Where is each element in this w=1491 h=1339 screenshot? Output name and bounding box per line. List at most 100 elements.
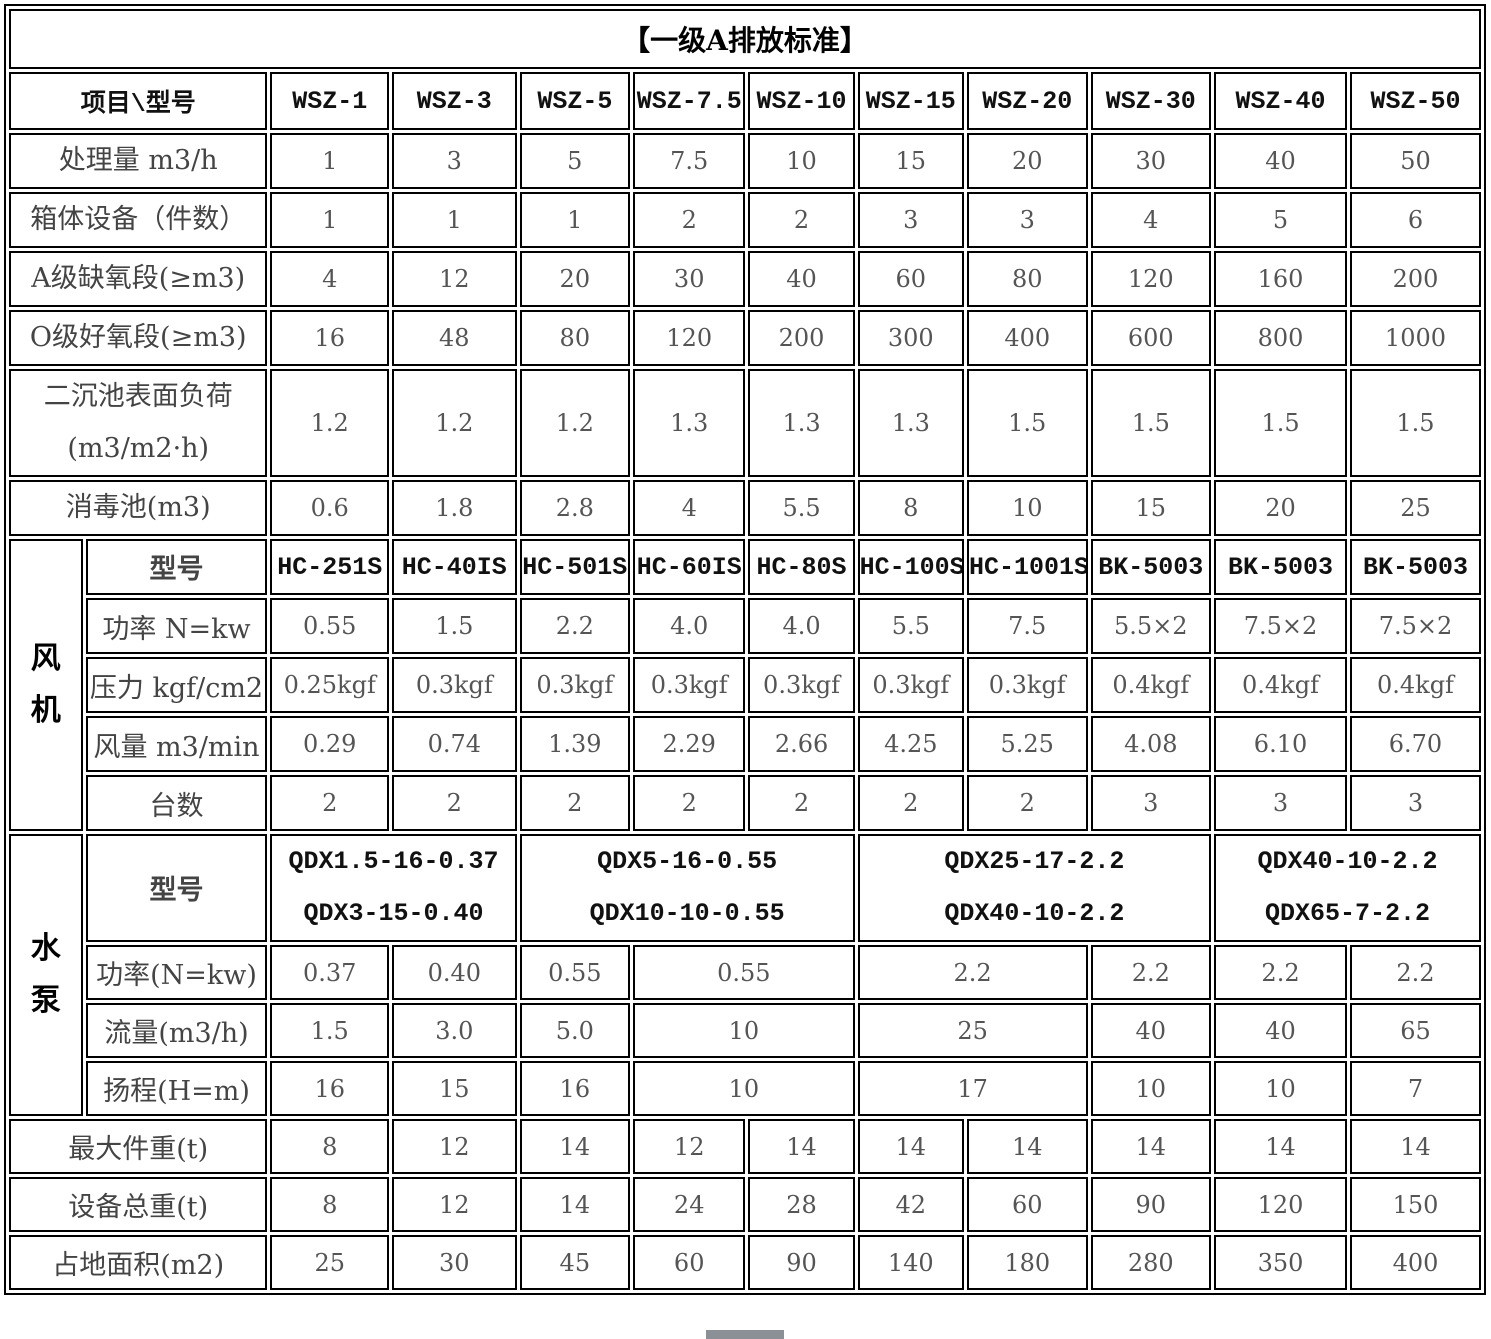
cell-value: 14: [857, 1119, 964, 1174]
cell-value: 48: [391, 310, 517, 366]
cell-value: 10: [748, 133, 855, 189]
cell-value: 4: [1090, 192, 1212, 248]
cell-value: 50: [1349, 133, 1481, 189]
cell-value: 7.5×2: [1349, 598, 1481, 654]
cell-value: 20: [966, 133, 1088, 189]
cell-value: 0.3kgf: [748, 657, 855, 713]
cell-value: 7.5: [633, 133, 746, 189]
cell-value: 350: [1214, 1235, 1347, 1290]
cell-value: 7.5: [966, 598, 1088, 654]
cell-value: 3: [857, 192, 964, 248]
table-row: 水泵型号 QDX1.5-16-0.37 QDX3-15-0.40 QDX5-16-0.…: [9, 834, 1481, 1116]
row-label: 箱体设备（件数）: [9, 192, 268, 248]
table-title: 【一级A排放标准】: [9, 9, 1481, 69]
table-row: 【一级A排放标准】: [9, 9, 1481, 69]
cell-value: 1000: [1349, 310, 1481, 366]
cell-value: 3: [1349, 775, 1481, 831]
cell-value: 1: [519, 192, 630, 248]
cell-value: 2: [270, 775, 389, 831]
cell-value: 2: [391, 775, 517, 831]
cell-line: 箱体设备（件数）: [30, 204, 247, 235]
cell-value: HC-251S: [270, 539, 389, 595]
cell-value: 5: [519, 133, 630, 189]
cell-value: 80: [966, 251, 1088, 307]
row-label: 型号: [85, 834, 268, 942]
cell-value: 0.37: [270, 945, 389, 1000]
cell-value: 400: [1349, 1235, 1481, 1290]
model-header: WSZ-15: [857, 72, 964, 130]
row-label: O级好氧段(≥m3): [9, 310, 268, 366]
cell-value: 4: [633, 480, 746, 536]
cell-value: 120: [633, 310, 746, 366]
cell-value: 0.40: [391, 945, 517, 1000]
row-label: A级缺氧段(≥m3): [9, 251, 268, 307]
cell-value: HC-40IS: [391, 539, 517, 595]
cell-value: 3: [391, 133, 517, 189]
model-header: WSZ-7.5: [633, 72, 746, 130]
cell-value: 0.4kgf: [1214, 657, 1347, 713]
cell-value: 280: [1090, 1235, 1212, 1290]
cell-value: 14: [519, 1177, 630, 1232]
cell-value: 65: [1349, 1003, 1481, 1058]
cell-value: 16: [519, 1061, 630, 1116]
cell-value: 2: [633, 192, 746, 248]
cell-value: 1.5: [1349, 369, 1481, 477]
cell-value: 400: [966, 310, 1088, 366]
table-row: 箱体设备（件数） 1 1 1 2 2 3 3 4 5 6: [9, 192, 1481, 248]
cell-line: O级好氧段(≥m3): [29, 322, 247, 353]
pump-model: QDX40-10-2.2 QDX65-7-2.2: [1214, 834, 1481, 942]
cell-value: 0.4kgf: [1349, 657, 1481, 713]
cell-value: 15: [1090, 480, 1212, 536]
cell-value: 30: [633, 251, 746, 307]
cell-value: 1: [270, 133, 389, 189]
pump-model: QDX25-17-2.2 QDX40-10-2.2: [857, 834, 1212, 942]
cell-value: 2: [748, 775, 855, 831]
cell-value: 2: [519, 775, 630, 831]
cell-line: 风: [30, 641, 61, 676]
cell-value: 0.3kgf: [391, 657, 517, 713]
cell-line: 二沉池表面负荷: [43, 381, 233, 412]
cell-value: 0.4kgf: [1090, 657, 1212, 713]
cell-value: 1.5: [1090, 369, 1212, 477]
row-label: 功率(N=kw): [85, 945, 268, 1000]
cell-value: 3: [1090, 775, 1212, 831]
row-label: 最大件重(t): [9, 1119, 268, 1174]
cell-line: 水: [30, 931, 61, 966]
cell-value: 1.39: [519, 716, 630, 772]
cell-value: 4.08: [1090, 716, 1212, 772]
cell-value: 1: [391, 192, 517, 248]
table-row: 风机型号 HC-251S HC-40IS HC-501S HC-60IS HC-80S HC…: [9, 539, 1481, 831]
cell-value: 40: [1214, 133, 1347, 189]
cell-value: 200: [748, 310, 855, 366]
cell-value: BK-5003: [1090, 539, 1212, 595]
cell-value: 1.5: [270, 1003, 389, 1058]
cell-value: 800: [1214, 310, 1347, 366]
cell-value: 14: [748, 1119, 855, 1174]
header-label: 项目\型号: [9, 72, 268, 130]
cell-value: 5.0: [519, 1003, 630, 1058]
spec-table: 【一级A排放标准】 项目\型号 WSZ-1 WSZ-3 WSZ-5 WSZ-7.5 WSZ-…: [4, 4, 1486, 1295]
row-label: 压力 kgf/cm2: [85, 657, 268, 713]
cell-value: 7.5×2: [1214, 598, 1347, 654]
cell-line: QDX10-10-0.55: [589, 899, 785, 928]
cell-value: 7: [1349, 1061, 1481, 1116]
cell-value: 14: [519, 1119, 630, 1174]
model-header: WSZ-10: [748, 72, 855, 130]
cell-value: 1: [270, 192, 389, 248]
model-header: WSZ-1: [270, 72, 389, 130]
table-row: O级好氧段(≥m3) 16 48 80 120 200 300 400 600 800 1000: [9, 310, 1481, 366]
cell-value: 1.2: [270, 369, 389, 477]
cell-value: 2.2: [1214, 945, 1347, 1000]
cell-value: 14: [966, 1119, 1088, 1174]
cell-value: 600: [1090, 310, 1212, 366]
row-label: 二沉池表面负荷 (m3/m2·h): [9, 369, 268, 477]
cell-value: 28: [748, 1177, 855, 1232]
row-label: 风量 m3/min: [85, 716, 268, 772]
cell-value: 14: [1349, 1119, 1481, 1174]
cell-value: 0.3kgf: [633, 657, 746, 713]
scrollbar-thumb[interactable]: [706, 1330, 784, 1339]
cell-line: 泵: [30, 983, 61, 1018]
cell-value: 180: [966, 1235, 1088, 1290]
table-row: 功率 N=kw 0.55 1.5 2.2 4.0 4.0 5.5 7.5 5.5×2 7.5×2 7…: [9, 598, 1481, 654]
cell-value: 5.5×2: [1090, 598, 1212, 654]
